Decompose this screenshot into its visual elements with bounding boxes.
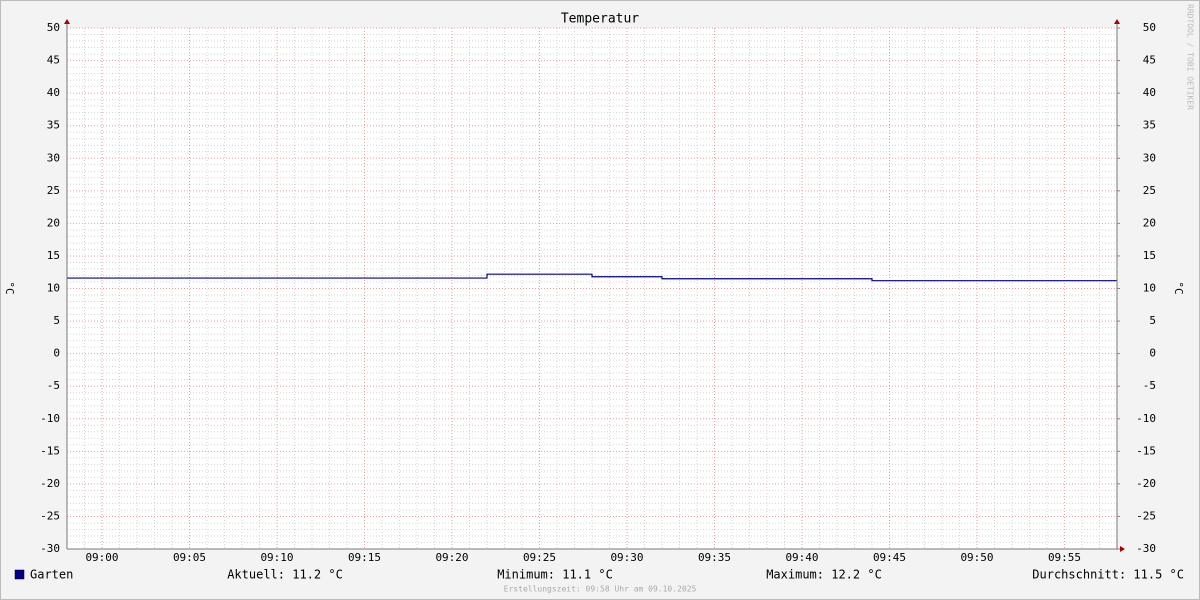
y2-tick-label: -10 [1136, 412, 1156, 425]
y2-tick-label: 0 [1149, 347, 1156, 360]
y-tick-label: -20 [40, 477, 60, 490]
y2-tick-label: -25 [1136, 509, 1156, 522]
y-tick-label: 30 [47, 151, 60, 164]
y2-tick-label: 25 [1143, 184, 1156, 197]
y2-tick-label: -5 [1143, 379, 1156, 392]
y-tick-label: 15 [47, 249, 60, 262]
x-tick-label: 09:55 [1048, 551, 1081, 564]
legend-stat: Durchschnitt: 11.5 °C [1032, 568, 1184, 582]
axis-arrow [1120, 546, 1125, 552]
y2-tick-label: 15 [1143, 249, 1156, 262]
y2-tick-label: 10 [1143, 282, 1156, 295]
axis-arrow [1114, 19, 1120, 24]
y-tick-label: -10 [40, 412, 60, 425]
x-tick-label: 09:05 [173, 551, 206, 564]
y-tick-label: 5 [53, 314, 60, 327]
y2-tick-label: 5 [1149, 314, 1156, 327]
y2-tick-label: 40 [1143, 86, 1156, 99]
y-tick-label: -15 [40, 444, 60, 457]
legend-stat: Minimum: 11.1 °C [497, 568, 613, 582]
y2-tick-label: 20 [1143, 216, 1156, 229]
y2-tick-label: 30 [1143, 151, 1156, 164]
x-tick-label: 09:00 [85, 551, 118, 564]
y-tick-label: 45 [47, 54, 60, 67]
x-tick-label: 09:10 [260, 551, 293, 564]
watermark: RRDTOOL / TOBI OETIKER [1186, 4, 1195, 110]
y-tick-label: 20 [47, 216, 60, 229]
x-tick-label: 09:35 [698, 551, 731, 564]
y-axis-label: °C [3, 281, 16, 294]
footer: Erstellungszeit: 09:58 Uhr am 09.10.2025 [504, 585, 697, 594]
y-tick-label: 10 [47, 282, 60, 295]
y-tick-label: 0 [53, 347, 60, 360]
chart-title: Temperatur [561, 12, 639, 27]
y2-tick-label: 45 [1143, 54, 1156, 67]
y-tick-label: 40 [47, 86, 60, 99]
axis-arrow [64, 19, 70, 24]
x-tick-label: 09:50 [960, 551, 993, 564]
y-tick-label: 25 [47, 184, 60, 197]
legend-swatch [14, 569, 25, 580]
x-tick-label: 09:40 [785, 551, 818, 564]
x-tick-label: 09:30 [610, 551, 643, 564]
y-tick-label: -5 [47, 379, 60, 392]
y-tick-label: -25 [40, 509, 60, 522]
x-tick-label: 09:25 [523, 551, 556, 564]
y2-tick-label: 50 [1143, 21, 1156, 34]
x-tick-label: 09:45 [873, 551, 906, 564]
x-tick-label: 09:20 [435, 551, 468, 564]
x-tick-label: 09:15 [348, 551, 381, 564]
y2-tick-label: -30 [1136, 542, 1156, 555]
y2-tick-label: 35 [1143, 119, 1156, 132]
y-tick-label: 50 [47, 21, 60, 34]
legend-label: Garten [30, 568, 73, 582]
series-line [67, 273, 1117, 282]
y-tick-label: 35 [47, 119, 60, 132]
y2-tick-label: -20 [1136, 477, 1156, 490]
y2-tick-label: -15 [1136, 444, 1156, 457]
legend-stat: Maximum: 12.2 °C [766, 568, 882, 582]
y2-axis-label: °C [1172, 281, 1185, 294]
legend-stat: Aktuell: 11.2 °C [227, 568, 343, 582]
y-tick-label: -30 [40, 542, 60, 555]
